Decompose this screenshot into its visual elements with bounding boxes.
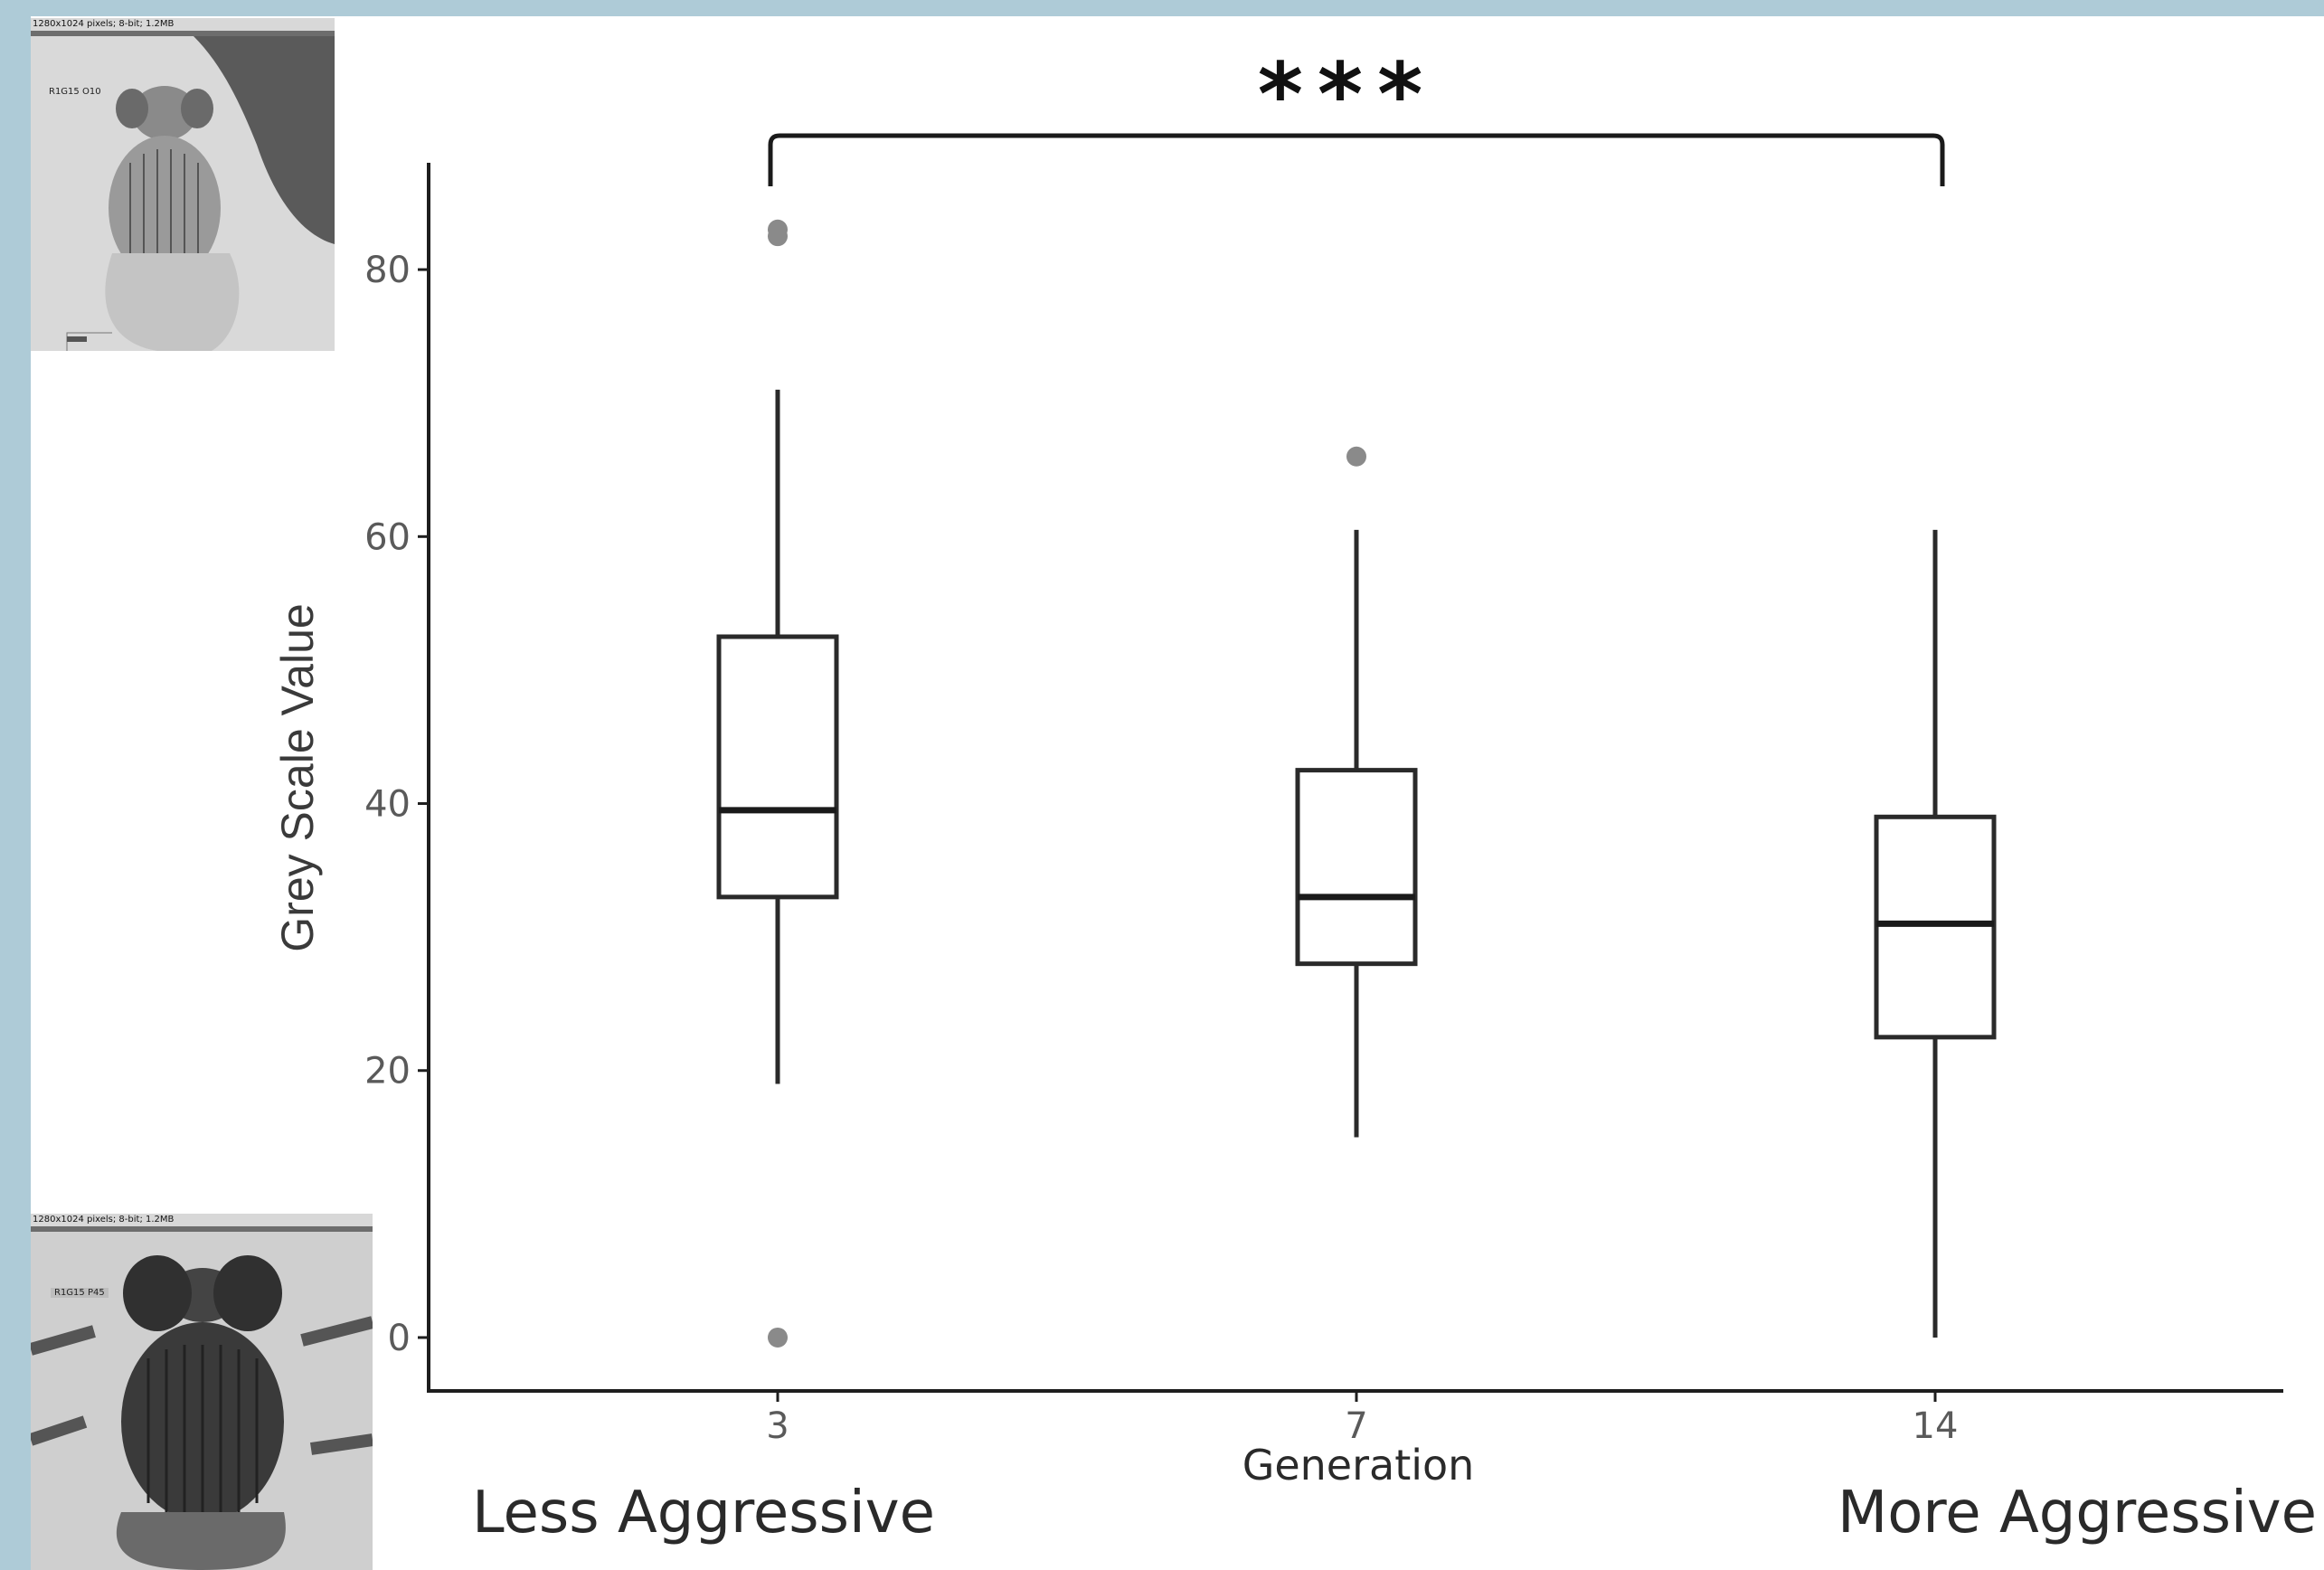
fly-image bbox=[31, 1232, 373, 1570]
box-iqr bbox=[1295, 768, 1418, 967]
significance-label: *** bbox=[1258, 44, 1438, 146]
y-tick-label: 0 bbox=[388, 1318, 411, 1359]
inset-specimen-label: R1G15 P45 bbox=[51, 1288, 109, 1298]
inset-caption: 1280x1024 pixels; 8-bit; 1.2MB bbox=[33, 1215, 175, 1225]
y-tick-label: 60 bbox=[364, 516, 411, 558]
boxes-layer bbox=[716, 133, 1997, 1348]
less-aggressive-label: Less Aggressive bbox=[472, 1480, 935, 1546]
box-7 bbox=[1295, 446, 1418, 1138]
x-tick-label: 3 bbox=[766, 1405, 789, 1447]
inset-specimen-label: R1G15 O10 bbox=[49, 87, 101, 97]
inset-caption: 1280x1024 pixels; 8-bit; 1.2MB bbox=[33, 19, 175, 29]
x-tick-label: 14 bbox=[1913, 1405, 1959, 1447]
outlier-point bbox=[768, 1327, 788, 1348]
outlier-point bbox=[1346, 446, 1366, 467]
box-iqr bbox=[716, 634, 839, 900]
fly-photo-inset-top: 1280x1024 pixels; 8-bit; 1.2MB R1G15 O10 bbox=[31, 18, 335, 351]
box-iqr bbox=[1874, 814, 1997, 1040]
outlier-point bbox=[768, 219, 788, 240]
significance-bracket bbox=[768, 133, 1945, 186]
axes-layer: 0 20 40 60 80 3 7 14 bbox=[364, 163, 2283, 1447]
top-frame-band bbox=[0, 0, 2324, 16]
x-axis-label: Generation bbox=[1242, 1441, 1475, 1490]
y-axis-label: Grey Scale Value bbox=[272, 603, 323, 951]
box-3 bbox=[716, 219, 839, 1348]
y-tick-label: 20 bbox=[364, 1051, 411, 1092]
x-tick-label: 7 bbox=[1345, 1405, 1367, 1447]
inset-statusbar bbox=[31, 31, 335, 36]
fly-photo-inset-bottom: 1280x1024 pixels; 8-bit; 1.2MB R1G15 P45 bbox=[31, 1214, 373, 1570]
left-frame-band bbox=[0, 0, 31, 1570]
box-14 bbox=[1874, 529, 1997, 1338]
inset-statusbar bbox=[31, 1226, 373, 1232]
labels-layer: Grey Scale Value Generation *** Less Agg… bbox=[272, 44, 2317, 1546]
y-tick-label: 80 bbox=[364, 250, 411, 291]
more-aggressive-label: More Aggressive bbox=[1837, 1480, 2317, 1546]
y-tick-label: 40 bbox=[364, 784, 411, 826]
fly-image bbox=[31, 36, 335, 351]
